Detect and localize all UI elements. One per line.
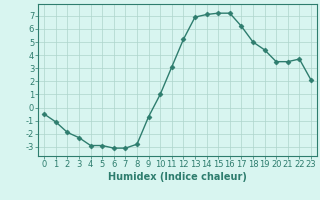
X-axis label: Humidex (Indice chaleur): Humidex (Indice chaleur) bbox=[108, 172, 247, 182]
